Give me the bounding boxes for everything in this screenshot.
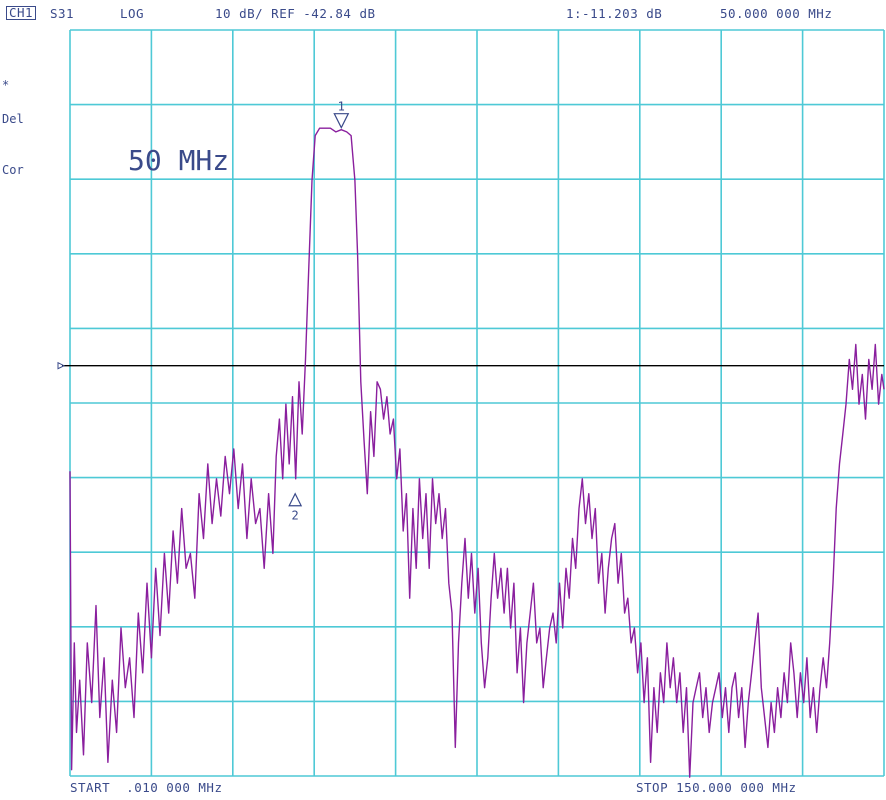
start-frequency: START .010 000 MHz (70, 780, 223, 795)
reference-position-marker (57, 361, 66, 370)
side-annotation-del: Del (2, 112, 24, 126)
marker-readout: 1:-11.203 dB (566, 6, 663, 21)
marker-label: 1 (338, 100, 345, 114)
stop-frequency: STOP 150.000 000 MHz (636, 780, 797, 795)
parameter-label: S31 (50, 6, 75, 21)
format-label: LOG (120, 6, 145, 21)
markers: 12 (288, 100, 350, 523)
side-annotation-cor: Cor (2, 163, 24, 177)
trace-line (69, 127, 885, 778)
scale-reference-label: 10 dB/ REF -42.84 dB (215, 6, 376, 21)
frequency-annotation: 50 MHz (128, 144, 229, 177)
marker-triangle (288, 492, 303, 507)
grid (69, 29, 885, 777)
side-annotation-asterisk: * (2, 78, 10, 92)
channel-indicator: CH1 (6, 6, 37, 20)
marker-2: 2 (288, 492, 303, 523)
marker-1: 1 (333, 100, 350, 130)
marker-label: 2 (292, 509, 299, 523)
marker-frequency: 50.000 000 MHz (720, 6, 833, 21)
marker-triangle (333, 113, 350, 130)
